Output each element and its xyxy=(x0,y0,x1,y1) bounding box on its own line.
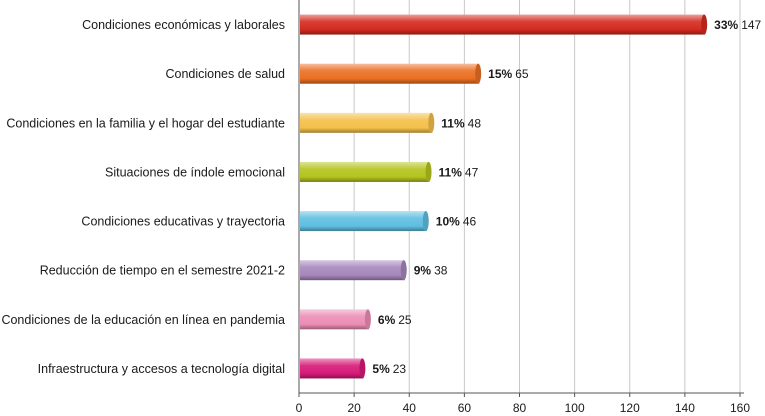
bar xyxy=(300,358,364,379)
bar xyxy=(300,309,369,330)
bar-end-cap xyxy=(425,161,432,182)
category-label: Reducción de tiempo en el semestre 2021-… xyxy=(40,264,285,278)
category-label: Condiciones económicas y laborales xyxy=(82,18,285,32)
bar-end-cap xyxy=(428,112,435,133)
bar-end-cap xyxy=(359,358,366,379)
value-label: 23 xyxy=(393,362,407,376)
value-label: 46 xyxy=(463,215,477,229)
category-label: Condiciones en la familia y el hogar del… xyxy=(6,116,285,130)
bar xyxy=(300,112,433,133)
x-tick-label: 60 xyxy=(458,401,472,415)
bar-end-cap xyxy=(701,14,708,35)
bar-end-cap xyxy=(475,63,482,84)
bar xyxy=(300,14,706,35)
percent-label: 10% xyxy=(436,215,460,229)
percent-label: 6% xyxy=(378,313,396,327)
value-label: 25 xyxy=(398,313,412,327)
category-label: Situaciones de índole emocional xyxy=(105,165,285,179)
x-tick-label: 20 xyxy=(347,401,361,415)
x-axis: 0 20 40 60 80 100 120 140 160 xyxy=(296,0,750,415)
x-tick-label: 160 xyxy=(730,401,750,415)
bar xyxy=(300,260,405,281)
percent-label: 15% xyxy=(488,67,512,81)
category-label: Condiciones de la educación en línea en … xyxy=(1,313,285,327)
bars xyxy=(300,14,708,379)
value-label: 48 xyxy=(468,116,482,130)
percent-label: 11% xyxy=(441,116,465,130)
category-label: Condiciones de salud xyxy=(165,67,285,81)
percent-label: 5% xyxy=(372,362,390,376)
bar-end-cap xyxy=(400,260,407,281)
percent-label: 33% xyxy=(714,18,738,32)
x-tick-label: 100 xyxy=(565,401,585,415)
x-tick-label: 40 xyxy=(403,401,417,415)
bar xyxy=(300,161,430,182)
gridlines xyxy=(353,0,741,393)
bar xyxy=(300,63,480,84)
value-label: 38 xyxy=(434,264,448,278)
value-label: 47 xyxy=(465,165,479,179)
category-label: Condiciones educativas y trayectoria xyxy=(81,215,285,229)
percent-label: 11% xyxy=(439,165,463,179)
x-tick-label: 80 xyxy=(513,401,527,415)
bar-end-cap xyxy=(422,211,429,232)
percent-label: 9% xyxy=(414,264,432,278)
bar-end-cap xyxy=(364,309,371,330)
labels: Condiciones económicas y laborales 33% 147… xyxy=(1,18,761,376)
category-label: Infraestructura y accesos a tecnología d… xyxy=(38,362,285,376)
value-label: 65 xyxy=(515,67,529,81)
bar xyxy=(300,211,427,232)
value-label: 147 xyxy=(741,18,761,32)
x-tick-label: 140 xyxy=(675,401,695,415)
x-tick-label: 0 xyxy=(296,401,303,415)
x-tick-label: 120 xyxy=(620,401,640,415)
